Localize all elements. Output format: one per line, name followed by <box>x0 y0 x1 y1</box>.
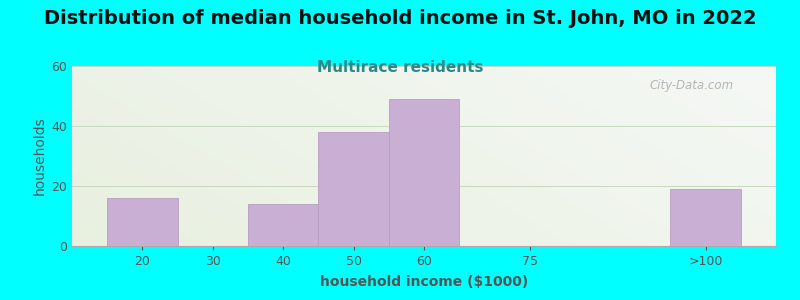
Bar <box>107 198 178 246</box>
Bar <box>318 132 389 246</box>
Y-axis label: households: households <box>33 117 47 195</box>
Bar <box>248 204 318 246</box>
X-axis label: household income ($1000): household income ($1000) <box>320 275 528 289</box>
Text: City-Data.com: City-Data.com <box>650 79 734 92</box>
Text: Multirace residents: Multirace residents <box>317 60 483 75</box>
Bar <box>670 189 741 246</box>
Bar <box>389 99 459 246</box>
Text: Distribution of median household income in St. John, MO in 2022: Distribution of median household income … <box>44 9 756 28</box>
